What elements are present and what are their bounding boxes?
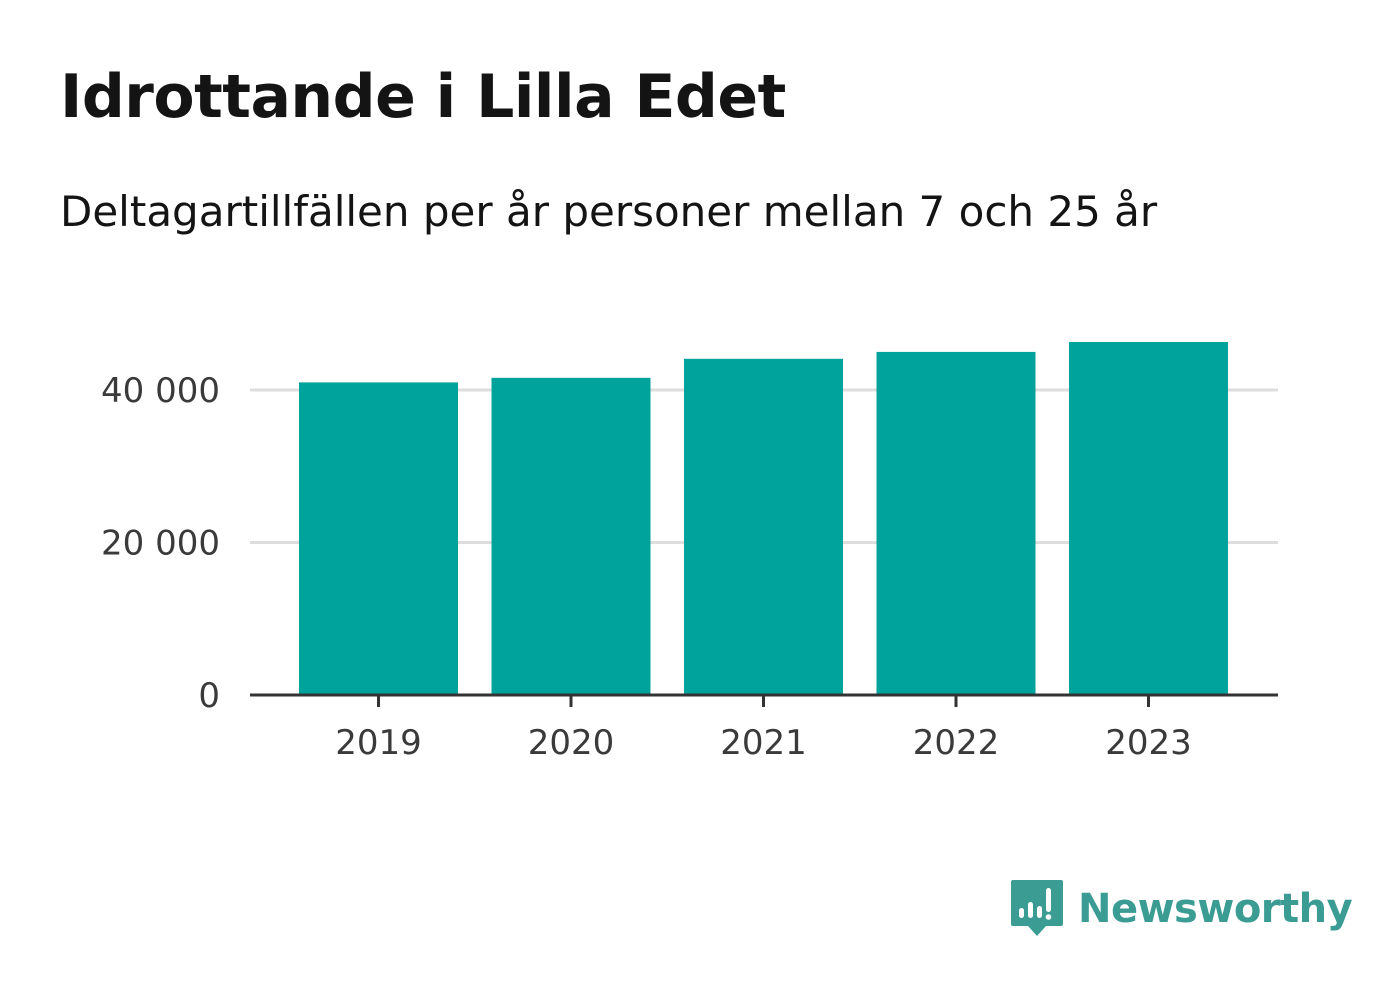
bar-2021	[684, 358, 843, 695]
y-tick-label: 40 000	[101, 371, 220, 411]
x-tick-label: 2019	[335, 723, 422, 763]
bar-2020	[491, 377, 651, 695]
chart-title: Idrottande i Lilla Edet	[60, 62, 786, 132]
x-tick-label: 2023	[1105, 723, 1192, 763]
newsworthy-logo-icon	[1011, 880, 1063, 936]
brand-name: Newsworthy	[1078, 886, 1353, 932]
x-tick-label: 2022	[913, 723, 1000, 763]
x-tick-label: 2021	[720, 723, 807, 763]
chart-subtitle: Deltagartillfällen per år personer mella…	[60, 187, 1158, 236]
bar-2019	[299, 382, 458, 695]
y-tick-label: 20 000	[101, 524, 220, 564]
x-tick-label: 2020	[528, 723, 615, 763]
bar-2023	[1069, 342, 1228, 695]
y-tick-label: 0	[198, 676, 220, 716]
bar-2022	[876, 351, 1036, 695]
brand-logo: Newsworthy	[1010, 878, 1353, 940]
